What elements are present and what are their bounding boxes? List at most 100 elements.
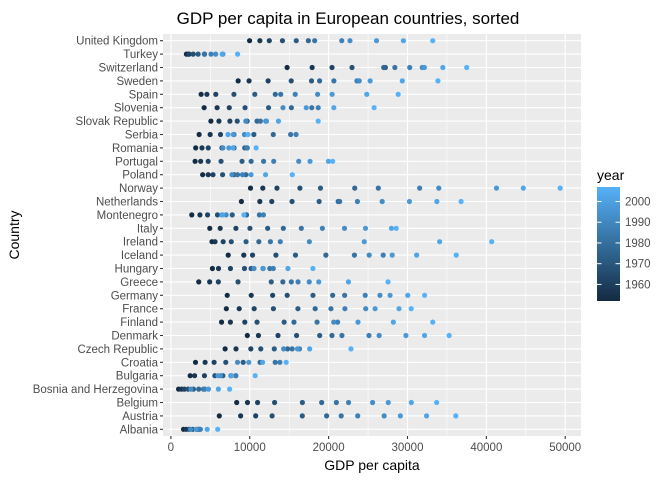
y-tick-label: Hungary — [115, 264, 159, 276]
data-point — [208, 51, 214, 57]
data-point — [423, 413, 430, 419]
data-point — [376, 332, 382, 339]
data-point — [292, 252, 299, 258]
data-point — [243, 118, 249, 124]
data-point — [272, 91, 278, 97]
data-point — [265, 78, 271, 84]
data-point — [187, 373, 193, 379]
data-point — [436, 185, 442, 191]
data-point — [434, 399, 440, 406]
legend-title: year — [597, 167, 625, 183]
legend-tick-label: 1980 — [625, 238, 651, 250]
data-point — [246, 359, 252, 365]
data-point — [281, 319, 287, 325]
data-point — [215, 279, 221, 285]
data-point — [234, 172, 241, 178]
data-point — [270, 131, 276, 138]
data-point — [324, 413, 330, 419]
data-point — [220, 172, 226, 178]
data-point — [351, 252, 358, 258]
y-tick-label: Slovak Republic — [76, 116, 159, 128]
legend-colorbar — [597, 187, 620, 301]
data-point — [247, 225, 253, 231]
data-point — [209, 265, 215, 272]
y-tick-label: Bosnia and Herzegovina — [33, 384, 159, 396]
data-point — [254, 399, 261, 406]
data-point — [362, 292, 368, 298]
data-point — [315, 105, 321, 111]
data-point — [329, 332, 335, 339]
y-tick-label: United Kingdom — [76, 36, 158, 48]
data-point — [288, 131, 294, 138]
data-point — [337, 198, 343, 205]
data-point — [458, 198, 464, 205]
data-point — [430, 38, 436, 44]
data-point — [417, 185, 423, 191]
data-point — [437, 239, 443, 245]
data-point — [395, 91, 401, 97]
data-point — [188, 386, 194, 392]
gridlines — [163, 34, 581, 436]
data-point — [231, 91, 237, 97]
y-tick-label: Ireland — [123, 237, 158, 249]
x-tick-label: 10000 — [234, 442, 266, 454]
data-point — [293, 38, 299, 44]
data-point — [197, 212, 203, 218]
data-point — [354, 198, 361, 205]
data-point — [239, 158, 245, 164]
data-point — [196, 279, 202, 285]
data-point — [408, 399, 414, 406]
data-point — [202, 359, 208, 365]
data-point — [270, 265, 276, 272]
x-tick-label: 40000 — [470, 442, 502, 454]
data-point — [214, 105, 220, 111]
y-tick-label: Portugal — [115, 156, 158, 168]
y-tick-label: Poland — [122, 170, 158, 182]
data-point — [370, 399, 376, 406]
data-point — [317, 78, 323, 84]
data-point — [204, 212, 211, 218]
data-point — [204, 426, 210, 432]
data-point — [228, 373, 235, 379]
data-point — [289, 172, 295, 178]
data-point — [361, 239, 367, 245]
data-point — [251, 131, 257, 138]
data-point — [257, 38, 263, 44]
data-point — [315, 118, 321, 124]
data-point — [288, 105, 294, 111]
y-tick-label: Netherlands — [96, 197, 158, 209]
y-tick-label: Romania — [112, 143, 159, 155]
data-point — [213, 51, 219, 57]
data-point — [435, 78, 441, 84]
data-point — [263, 118, 270, 124]
data-point — [241, 265, 248, 272]
data-point — [215, 373, 221, 379]
data-point — [270, 306, 277, 312]
data-point — [233, 373, 239, 379]
data-point — [241, 212, 247, 218]
y-tick-label: Switzerland — [99, 63, 158, 75]
data-point — [310, 265, 316, 272]
data-point — [193, 426, 199, 432]
data-point — [271, 158, 277, 164]
data-point — [248, 292, 254, 298]
data-point — [205, 158, 211, 164]
data-point — [293, 332, 300, 339]
data-point — [266, 38, 272, 44]
data-point — [292, 91, 298, 97]
data-point — [349, 64, 355, 71]
data-point — [210, 172, 216, 178]
data-point — [345, 399, 352, 406]
data-point — [248, 158, 254, 164]
data-point — [285, 265, 291, 272]
data-point — [243, 239, 249, 245]
data-point — [248, 172, 254, 178]
data-point — [309, 64, 315, 71]
data-point — [328, 306, 334, 312]
data-point — [285, 346, 291, 352]
data-point — [333, 399, 339, 406]
data-point — [190, 51, 196, 57]
data-point — [396, 306, 402, 312]
data-point — [422, 292, 428, 298]
data-point — [446, 332, 452, 339]
